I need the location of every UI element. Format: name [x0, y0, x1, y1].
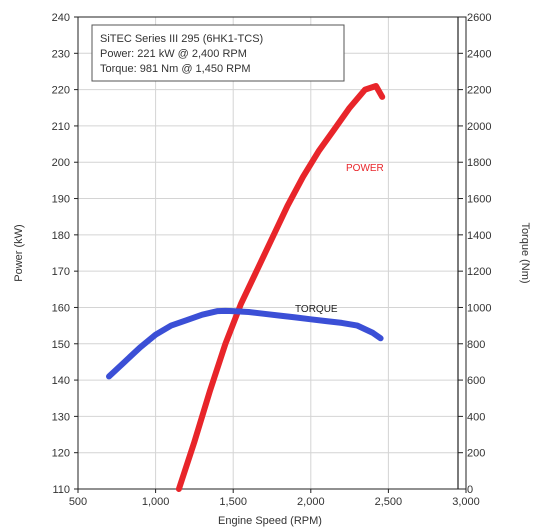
right-tick-label: 1000	[467, 302, 491, 314]
x-axis-ticks: 500 1,000 1,500 2,000 2,500 3,000	[69, 489, 480, 508]
left-tick-label: 230	[52, 48, 70, 60]
series-line-torque	[106, 307, 384, 380]
right-tick-label: 2000	[467, 121, 491, 133]
left-tick-label: 140	[52, 375, 70, 387]
right-tick-label: 2200	[467, 85, 491, 97]
series-label-torque: TORQUE	[295, 304, 338, 315]
info-box-line-2: Power: 221 kW @ 2,400 RPM	[100, 48, 247, 60]
right-tick-label: 200	[467, 448, 485, 460]
left-axis-ticks: 110 120 130 140 150 160 170 180 190 200 210 220 230 2…	[52, 12, 78, 496]
x-tick-label: 2,500	[375, 496, 403, 508]
right-tick-label: 1800	[467, 157, 491, 169]
left-tick-label: 170	[52, 266, 70, 278]
plot-frame	[77, 16, 467, 490]
info-box-line-3: Torque: 981 Nm @ 1,450 RPM	[100, 63, 251, 75]
left-tick-label: 130	[52, 411, 70, 423]
left-tick-label: 190	[52, 194, 70, 206]
right-tick-label: 0	[467, 484, 473, 496]
info-box-line-1: SiTEC Series III 295 (6HK1-TCS)	[100, 33, 263, 45]
left-tick-label: 200	[52, 157, 70, 169]
x-tick-label: 1,500	[219, 496, 247, 508]
info-box: SiTEC Series III 295 (6HK1-TCS) Power: 2…	[91, 24, 345, 82]
right-tick-label: 2600	[467, 12, 491, 24]
left-tick-label: 160	[52, 302, 70, 314]
x-tick-label: 1,000	[142, 496, 170, 508]
y-axis-title-left: Power (kW)	[13, 224, 25, 281]
right-tick-label: 400	[467, 411, 485, 423]
x-axis-title: Engine Speed (RPM)	[218, 515, 322, 527]
x-tick-label: 500	[69, 496, 87, 508]
y-axis-title-right: Torque (Nm)	[519, 222, 531, 283]
left-tick-label: 180	[52, 230, 70, 242]
info-box-frame	[91, 24, 345, 82]
right-tick-label: 1600	[467, 194, 491, 206]
x-tick-label: 2,000	[297, 496, 325, 508]
left-tick-label: 110	[52, 484, 70, 496]
left-tick-label: 120	[52, 448, 70, 460]
left-tick-label: 210	[52, 121, 70, 133]
x-tick-label: 3,000	[452, 496, 480, 508]
series-group	[106, 83, 386, 492]
right-tick-label: 2400	[467, 48, 491, 60]
right-tick-label: 800	[467, 339, 485, 351]
plot-background	[78, 17, 466, 489]
left-tick-label: 240	[52, 12, 70, 24]
right-tick-label: 1400	[467, 230, 491, 242]
right-axis-ticks: 0 200 400 600 800 1000 1200 1400 1600 1800 2000 220…	[458, 12, 491, 496]
series-label-power: POWER	[346, 163, 384, 174]
series-line-power	[175, 83, 386, 492]
left-tick-label: 220	[52, 85, 70, 97]
left-tick-label: 150	[52, 339, 70, 351]
right-tick-label: 1200	[467, 266, 491, 278]
right-tick-label: 600	[467, 375, 485, 387]
